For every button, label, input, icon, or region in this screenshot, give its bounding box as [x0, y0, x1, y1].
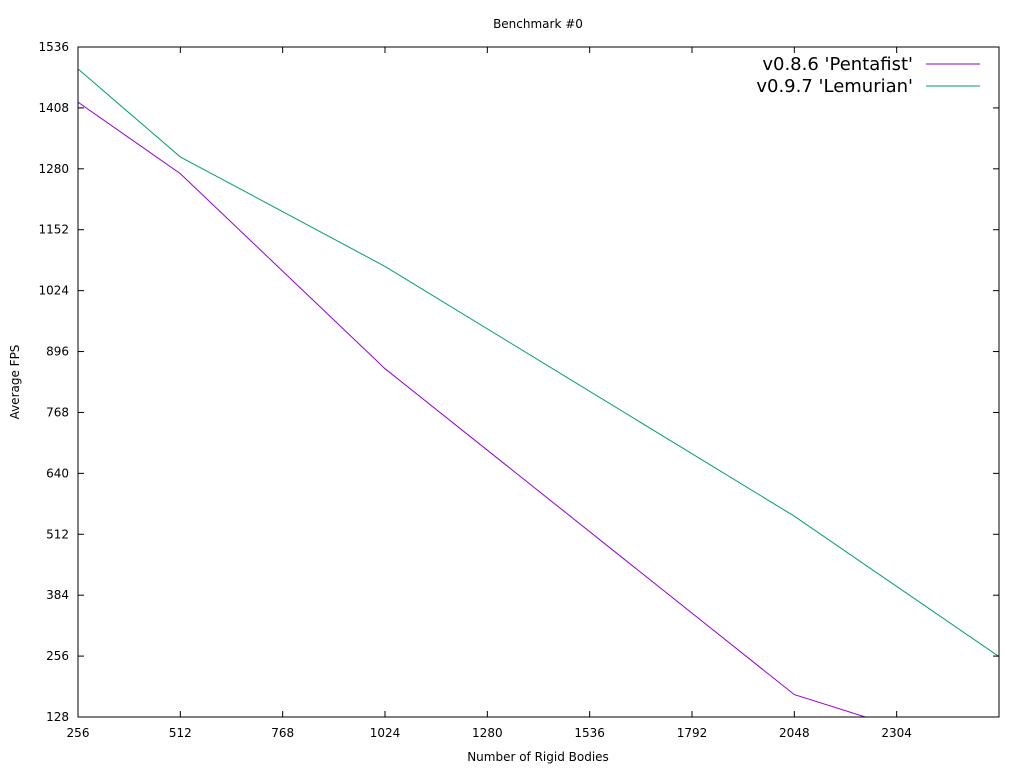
x-tick-label: 512 — [169, 726, 192, 740]
y-tick-label: 1408 — [38, 101, 69, 115]
legend-label-1: v0.9.7 'Lemurian' — [756, 76, 913, 97]
x-tick-label: 256 — [67, 726, 90, 740]
series-layer — [78, 68, 999, 717]
series-line-0 — [78, 101, 868, 717]
x-axis-title: Number of Rigid Bodies — [467, 750, 609, 764]
y-axis-title: Average FPS — [8, 345, 22, 420]
x-tick-label: 2048 — [779, 726, 810, 740]
legend-label-0: v0.8.6 'Pentafist' — [762, 54, 913, 75]
x-tick-label: 768 — [271, 726, 294, 740]
y-tick-label: 896 — [46, 345, 69, 359]
series-line-1 — [78, 68, 999, 658]
y-tick-label: 1536 — [38, 40, 69, 54]
y-tick-label: 128 — [46, 710, 69, 724]
x-tick-label: 1536 — [574, 726, 605, 740]
y-tick-label: 640 — [46, 466, 69, 480]
y-tick-label: 512 — [46, 527, 69, 541]
x-axis: 256 512 768 1024 1280 1536 1792 2048 2304 — [67, 47, 912, 740]
plot-area-border — [77, 46, 1000, 718]
y-tick-label: 256 — [46, 649, 69, 663]
y-tick-label: 1152 — [38, 223, 69, 237]
x-tick-label: 1280 — [472, 726, 503, 740]
x-tick-label: 1792 — [677, 726, 708, 740]
chart-title: Benchmark #0 — [493, 17, 583, 31]
legend: v0.8.6 'Pentafist'v0.9.7 'Lemurian' — [756, 54, 980, 97]
y-tick-label: 768 — [46, 405, 69, 419]
y-axis: 128 256 384 512 640 768 896 1024 1152 1280 1408 153… — [38, 40, 999, 724]
y-tick-label: 1280 — [38, 162, 69, 176]
y-tick-label: 384 — [46, 588, 69, 602]
x-tick-label: 2304 — [881, 726, 912, 740]
y-tick-label: 1024 — [38, 284, 69, 298]
x-tick-label: 1024 — [370, 726, 401, 740]
